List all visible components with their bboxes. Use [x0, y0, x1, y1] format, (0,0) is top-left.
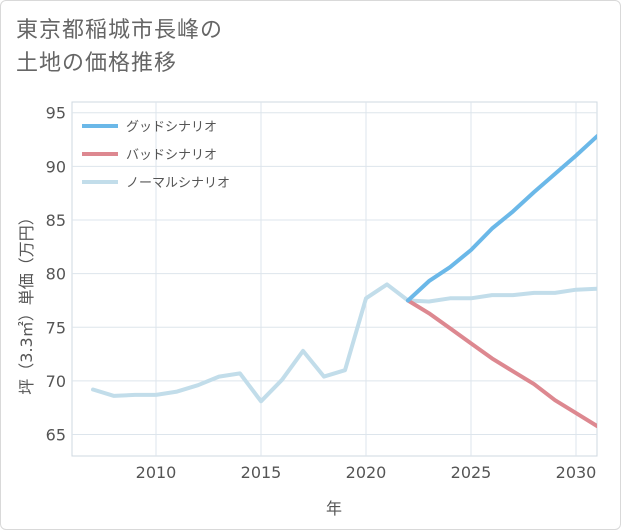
- title-line-1: 東京都稲城市長峰の: [16, 18, 224, 43]
- y-tick-label: 85: [46, 211, 66, 230]
- legend-label-2: ノーマルシナリオ: [126, 176, 230, 191]
- legend-label-0: グッドシナリオ: [126, 120, 217, 135]
- y-tick-label: 80: [46, 265, 66, 284]
- title-line-2: 土地の価格推移: [16, 51, 178, 76]
- y-tick-label: 70: [46, 372, 66, 391]
- series-line-2: [91, 282, 597, 404]
- y-tick-label: 90: [46, 157, 66, 176]
- y-tick-label: 75: [46, 318, 66, 337]
- x-tick-label: 2025: [451, 463, 492, 482]
- series-line-0: [406, 134, 597, 303]
- legend-label-1: バッドシナリオ: [126, 148, 217, 163]
- x-axis-label: 年: [326, 499, 342, 518]
- chart-title: 東京都稲城市長峰の 土地の価格推移: [16, 14, 223, 80]
- y-axis-label: 坪（3.3㎡）単価（万円）: [17, 209, 36, 394]
- x-tick-label: 2020: [346, 463, 387, 482]
- x-tick-label: 2015: [241, 463, 282, 482]
- plot-area: [71, 101, 598, 457]
- x-tick-label: 2030: [556, 463, 597, 482]
- y-tick-label: 95: [46, 104, 66, 123]
- x-tick-label: 2010: [136, 463, 177, 482]
- y-tick-label: 65: [46, 426, 66, 445]
- series-line-1: [406, 298, 597, 428]
